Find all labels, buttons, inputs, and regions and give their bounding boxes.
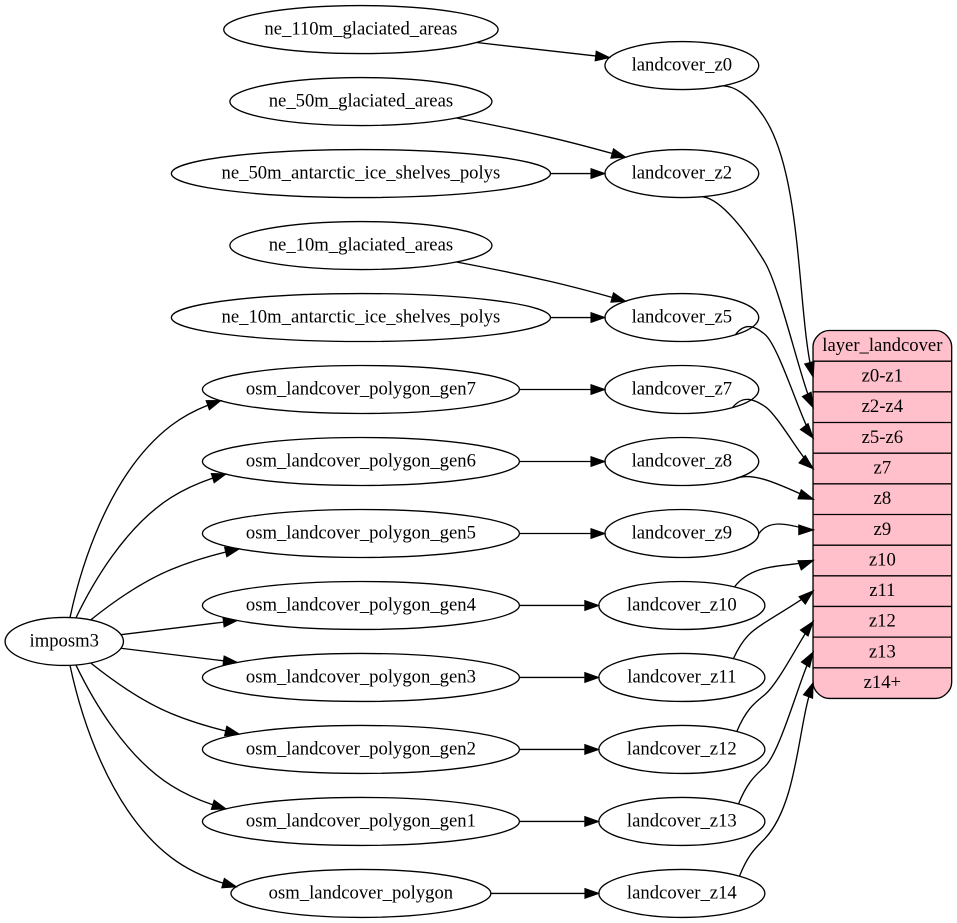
svg-text:z13: z13 (869, 641, 896, 662)
svg-text:z10: z10 (869, 549, 896, 570)
svg-text:layer_landcover: layer_landcover (822, 335, 943, 356)
svg-text:landcover_z14: landcover_z14 (627, 882, 737, 903)
svg-text:landcover_z9: landcover_z9 (632, 522, 733, 543)
svg-text:ne_50m_glaciated_areas: ne_50m_glaciated_areas (269, 90, 453, 111)
svg-text:osm_landcover_polygon_gen4: osm_landcover_polygon_gen4 (246, 594, 477, 615)
svg-text:ne_110m_glaciated_areas: ne_110m_glaciated_areas (264, 18, 457, 39)
svg-text:z11: z11 (869, 580, 895, 601)
svg-text:osm_landcover_polygon_gen5: osm_landcover_polygon_gen5 (246, 522, 476, 543)
svg-text:z9: z9 (874, 519, 892, 540)
svg-text:imposm3: imposm3 (30, 630, 99, 651)
svg-text:landcover_z13: landcover_z13 (627, 810, 737, 831)
svg-text:osm_landcover_polygon_gen3: osm_landcover_polygon_gen3 (246, 666, 476, 687)
svg-text:landcover_z10: landcover_z10 (627, 594, 737, 615)
svg-text:landcover_z7: landcover_z7 (632, 378, 733, 399)
svg-text:landcover_z0: landcover_z0 (632, 54, 733, 75)
svg-text:ne_10m_antarctic_ice_shelves_p: ne_10m_antarctic_ice_shelves_polys (222, 306, 501, 327)
svg-text:landcover_z12: landcover_z12 (627, 738, 737, 759)
svg-text:z0-z1: z0-z1 (862, 365, 903, 386)
svg-text:z8: z8 (874, 488, 892, 509)
svg-text:z7: z7 (874, 457, 892, 478)
svg-text:z14+: z14+ (864, 672, 901, 693)
svg-text:landcover_z2: landcover_z2 (632, 162, 733, 183)
svg-text:z12: z12 (869, 611, 896, 632)
svg-text:osm_landcover_polygon_gen6: osm_landcover_polygon_gen6 (246, 450, 476, 471)
svg-text:landcover_z5: landcover_z5 (632, 306, 733, 327)
svg-text:z2-z4: z2-z4 (862, 396, 904, 417)
svg-text:landcover_z11: landcover_z11 (627, 666, 736, 687)
svg-text:ne_50m_antarctic_ice_shelves_p: ne_50m_antarctic_ice_shelves_polys (222, 162, 501, 183)
svg-text:ne_10m_glaciated_areas: ne_10m_glaciated_areas (269, 234, 453, 255)
svg-text:z5-z6: z5-z6 (862, 427, 903, 448)
svg-text:osm_landcover_polygon_gen1: osm_landcover_polygon_gen1 (246, 810, 476, 831)
svg-text:landcover_z8: landcover_z8 (632, 450, 733, 471)
svg-text:osm_landcover_polygon: osm_landcover_polygon (269, 882, 454, 903)
svg-text:osm_landcover_polygon_gen7: osm_landcover_polygon_gen7 (246, 378, 476, 399)
svg-text:osm_landcover_polygon_gen2: osm_landcover_polygon_gen2 (246, 738, 476, 759)
